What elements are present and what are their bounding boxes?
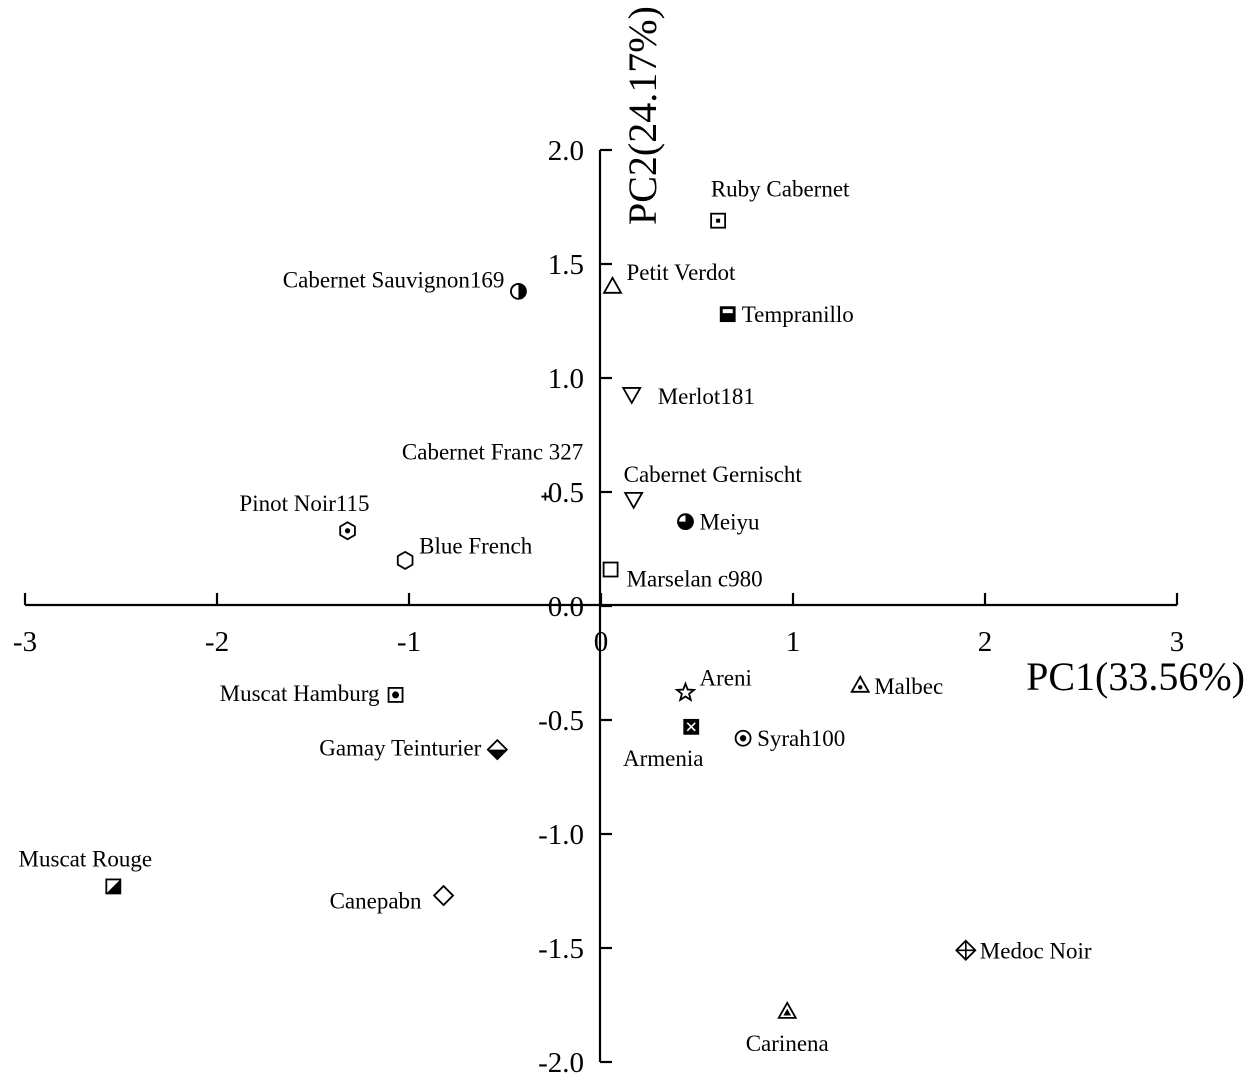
data-point-areni: Areni (674, 666, 752, 702)
data-point-petit-verdot: Petit Verdot (602, 260, 736, 294)
point-label-tempranillo: Tempranillo (742, 302, 854, 327)
x-tick-label: 3 (1170, 626, 1185, 658)
point-label-carinena: Carinena (746, 1031, 829, 1056)
y-axis-title: PC2(24.17%) (620, 6, 665, 225)
y-tick-label: -1.0 (538, 819, 584, 851)
point-label-muscat-hamburg: Muscat Hamburg (220, 681, 380, 706)
point-label-cabernet-gernischt: Cabernet Gernischt (624, 462, 803, 487)
data-point-muscat-hamburg: Muscat Hamburg (220, 681, 404, 706)
data-point-armenia: Armenia (623, 718, 703, 771)
point-label-muscat-rouge: Muscat Rouge (19, 846, 153, 871)
data-point-meiyu: Meiyu (677, 510, 760, 535)
marker-syrah100 (734, 729, 752, 747)
x-tick-label: 0 (594, 626, 609, 658)
point-label-medoc-noir: Medoc Noir (980, 938, 1092, 963)
x-tick-label: 2 (978, 626, 993, 658)
y-tick-label: 0.5 (548, 477, 584, 509)
marker-cabernet-gernischt (623, 491, 644, 510)
data-point-tempranillo: Tempranillo (719, 302, 854, 327)
marker-marselan-c980 (602, 561, 619, 578)
y-tick-label: -0.5 (538, 705, 584, 737)
data-point-medoc-noir: Medoc Noir (955, 938, 1092, 963)
point-label-blue-french: Blue French (419, 533, 533, 558)
marker-canepabn (432, 884, 455, 907)
y-tick-label: 0.0 (548, 591, 584, 623)
marker-pinot-noir115 (339, 521, 356, 541)
data-point-carinena: Carinena (746, 1001, 829, 1056)
x-tick-label: -1 (397, 626, 421, 658)
x-tick-label: -2 (205, 626, 229, 658)
data-point-cabernet-sauvignon169: Cabernet Sauvignon169 (283, 267, 527, 300)
data-point-cabernet-franc-327: Cabernet Franc 327 (402, 440, 583, 501)
data-point-muscat-rouge: Muscat Rouge (19, 846, 153, 895)
point-label-areni: Areni (699, 666, 751, 691)
data-point-ruby-cabernet: Ruby Cabernet (710, 177, 850, 229)
point-label-syrah100: Syrah100 (757, 726, 845, 751)
marker-muscat-rouge (105, 878, 122, 895)
point-label-meiyu: Meiyu (699, 510, 760, 535)
point-label-gamay-teinturier: Gamay Teinturier (319, 736, 481, 761)
marker-cabernet-sauvignon169 (510, 282, 527, 300)
data-point-merlot181: Merlot181 (621, 384, 755, 409)
y-tick-label: 1.0 (548, 363, 584, 395)
marker-areni (674, 681, 697, 702)
y-axis-ticks: 2.0 1.5 1.0 0.5 0.0 -0.5 -1.0 -1.5 -2.0 (538, 135, 612, 1079)
marker-ruby-cabernet (710, 212, 727, 229)
marker-cabernet-franc-327 (541, 492, 550, 501)
marker-muscat-hamburg (387, 687, 404, 703)
point-label-cabernet-sauvignon169: Cabernet Sauvignon169 (283, 267, 505, 292)
marker-blue-french (396, 550, 414, 570)
data-point-pinot-noir115: Pinot Noir115 (239, 491, 370, 541)
x-axis-ticks: -3 -2 -1 0 1 2 3 (13, 593, 1184, 658)
data-point-blue-french: Blue French (396, 533, 533, 570)
data-point-canepabn: Canepabn (330, 884, 455, 914)
marker-tempranillo (719, 306, 736, 323)
point-label-armenia: Armenia (623, 746, 703, 771)
point-label-malbec: Malbec (874, 674, 943, 699)
point-label-cabernet-franc-327: Cabernet Franc 327 (402, 440, 583, 465)
y-tick-label: 2.0 (548, 135, 584, 167)
y-tick-label: -2.0 (538, 1047, 584, 1079)
x-axis-title: PC1(33.56%) (1026, 654, 1245, 699)
marker-gamay-teinturier (486, 738, 509, 761)
data-point-malbec: Malbec (850, 674, 943, 699)
data-point-gamay-teinturier: Gamay Teinturier (319, 736, 509, 761)
marker-meiyu (677, 513, 694, 531)
marker-merlot181 (621, 387, 642, 405)
point-label-marselan-c980: Marselan c980 (627, 567, 763, 592)
data-point-syrah100: Syrah100 (734, 726, 845, 751)
data-point-cabernet-gernischt: Cabernet Gernischt (623, 462, 803, 510)
marker-petit-verdot (602, 275, 623, 294)
marker-armenia (683, 718, 700, 735)
marker-medoc-noir (955, 939, 977, 962)
point-label-ruby-cabernet: Ruby Cabernet (711, 177, 850, 202)
point-label-petit-verdot: Petit Verdot (627, 260, 736, 285)
y-tick-label: 1.5 (548, 249, 584, 281)
y-tick-label: -1.5 (538, 933, 584, 965)
point-label-pinot-noir115: Pinot Noir115 (239, 491, 369, 516)
x-tick-label: 1 (786, 626, 801, 658)
data-point-marselan-c980: Marselan c980 (602, 561, 763, 592)
data-points: Ruby Cabernet Petit Verdot Cabernet Sauvig… (19, 177, 1092, 1056)
marker-malbec (850, 674, 871, 693)
marker-carinena (777, 1001, 798, 1019)
point-label-merlot181: Merlot181 (658, 384, 755, 409)
x-tick-label: -3 (13, 626, 37, 658)
point-label-canepabn: Canepabn (330, 889, 422, 914)
